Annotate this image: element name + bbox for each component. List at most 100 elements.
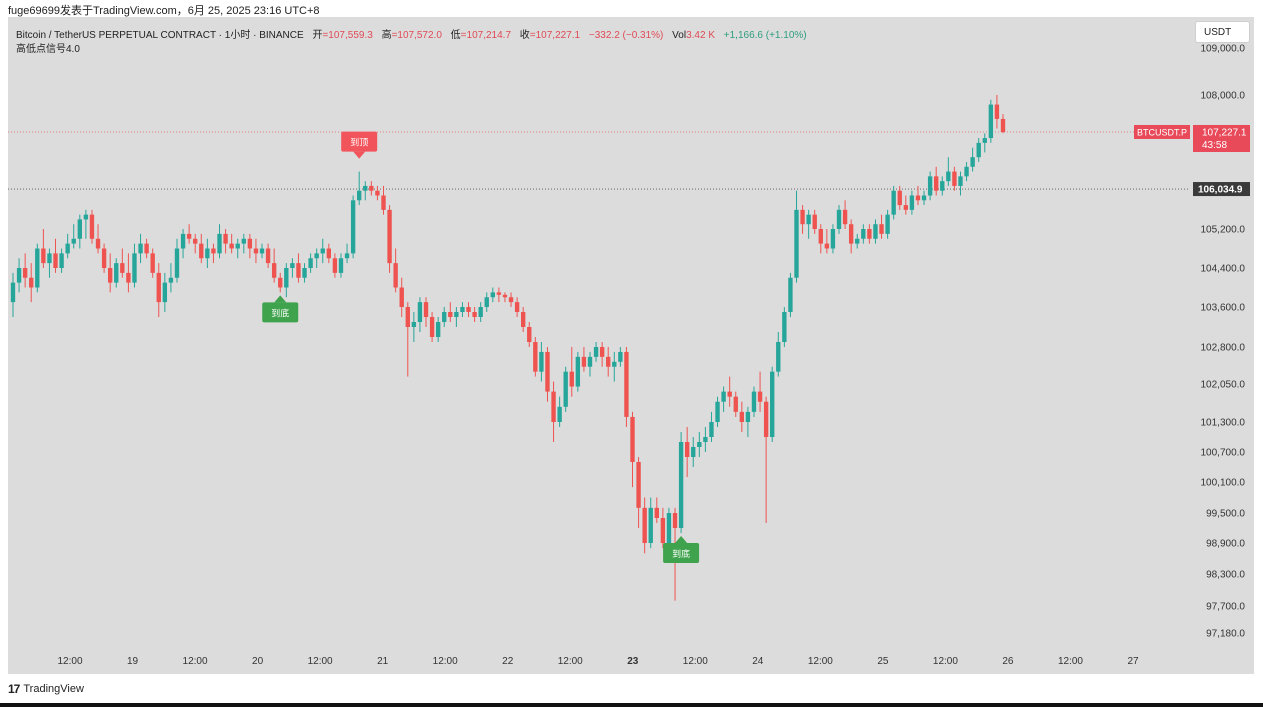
candle-body — [964, 166, 969, 177]
candle-body — [836, 209, 842, 229]
candle — [788, 272, 793, 317]
candle — [435, 317, 441, 342]
candle-body — [271, 263, 277, 278]
candle — [660, 507, 666, 549]
candle-body — [478, 307, 483, 317]
chart-frame[interactable] — [8, 17, 1254, 674]
candle-body — [630, 416, 635, 462]
candle-body — [442, 312, 447, 322]
candle-body — [940, 181, 945, 191]
candle-body — [399, 287, 404, 307]
candle — [606, 347, 611, 377]
candle — [739, 401, 745, 432]
symbol-title: Bitcoin / TetherUS PERPETUAL CONTRACT · … — [16, 30, 304, 41]
candle — [308, 253, 313, 273]
countdown-label: 43:58 — [1202, 140, 1227, 151]
tradingview-brand: TradingView — [23, 683, 84, 695]
candle-body — [290, 263, 295, 268]
candle — [763, 396, 769, 523]
low-label: 低 — [450, 30, 461, 41]
candle — [284, 263, 289, 298]
candle — [496, 287, 502, 303]
candle-body — [563, 371, 568, 407]
x-tick-label: 12:00 — [933, 656, 958, 667]
candle-body — [842, 209, 848, 225]
candle-body — [618, 351, 623, 362]
candle — [873, 219, 878, 244]
candle — [338, 253, 344, 278]
candle — [399, 277, 404, 317]
candle — [466, 302, 471, 317]
candle-body — [326, 248, 332, 259]
y-tick-label: 97,700.0 — [1206, 602, 1245, 613]
candle — [405, 302, 410, 377]
candle — [855, 233, 860, 249]
candle-body — [994, 104, 1000, 119]
candle-body — [47, 253, 52, 264]
candle — [302, 263, 307, 283]
candle — [429, 312, 435, 342]
last-price-label: 107,227.1 — [1202, 127, 1247, 138]
candle — [296, 253, 301, 283]
candle-body — [782, 312, 787, 342]
candle — [1000, 114, 1006, 134]
candle — [593, 342, 599, 362]
candle-body — [861, 229, 866, 239]
candle — [812, 209, 817, 234]
candle — [235, 238, 240, 259]
x-tick-label: 20 — [252, 656, 264, 667]
candle-body — [472, 312, 477, 317]
level-price-tag: 106,034.9 — [1193, 182, 1250, 197]
candle-body — [806, 214, 811, 225]
candle-body — [921, 195, 927, 201]
candle — [678, 432, 684, 533]
candle-body — [247, 238, 253, 249]
candle-body — [739, 411, 745, 422]
x-tick-label: 19 — [127, 656, 139, 667]
candle — [132, 243, 137, 288]
candle-body — [223, 233, 228, 244]
candle-body — [697, 442, 702, 447]
candle-body — [454, 312, 459, 317]
candle — [691, 437, 696, 467]
candle — [423, 297, 429, 327]
currency-button[interactable]: USDT — [1195, 21, 1250, 43]
candle-body — [593, 347, 599, 357]
high-value: =107,572.0 — [391, 30, 442, 41]
candle-body — [715, 401, 720, 422]
candle-body — [484, 297, 489, 307]
candle-body — [29, 277, 34, 288]
candle — [624, 347, 629, 427]
candle — [229, 233, 234, 254]
candle — [411, 312, 417, 342]
x-tick-label: 25 — [877, 656, 889, 667]
candle-body — [156, 272, 161, 303]
candle-body — [982, 138, 987, 143]
price-tag-box — [1193, 124, 1250, 152]
y-tick-label: 102,800.0 — [1201, 343, 1246, 354]
candle — [126, 253, 131, 293]
last-price-tag: BTCUSDT.P 107,227.1 43:58 — [1134, 124, 1250, 152]
candle — [697, 432, 702, 457]
candle-body — [533, 342, 538, 372]
candle — [897, 185, 902, 210]
candle-body — [126, 272, 131, 283]
y-tick-label: 108,000.0 — [1201, 91, 1246, 102]
candle — [454, 307, 459, 327]
low-value: =107,214.7 — [460, 30, 511, 41]
candle-body — [946, 171, 951, 182]
candle — [982, 133, 987, 153]
candle-body — [624, 351, 629, 417]
candle — [59, 248, 64, 273]
candle-body — [733, 396, 738, 412]
candle — [199, 233, 204, 264]
candle — [551, 381, 556, 442]
candle-body — [41, 248, 46, 264]
y-tick-label: 101,300.0 — [1201, 418, 1246, 429]
candle — [770, 366, 775, 442]
candle-body — [612, 361, 617, 367]
candle — [326, 243, 332, 264]
candle — [684, 427, 690, 477]
candle-body — [162, 282, 168, 303]
